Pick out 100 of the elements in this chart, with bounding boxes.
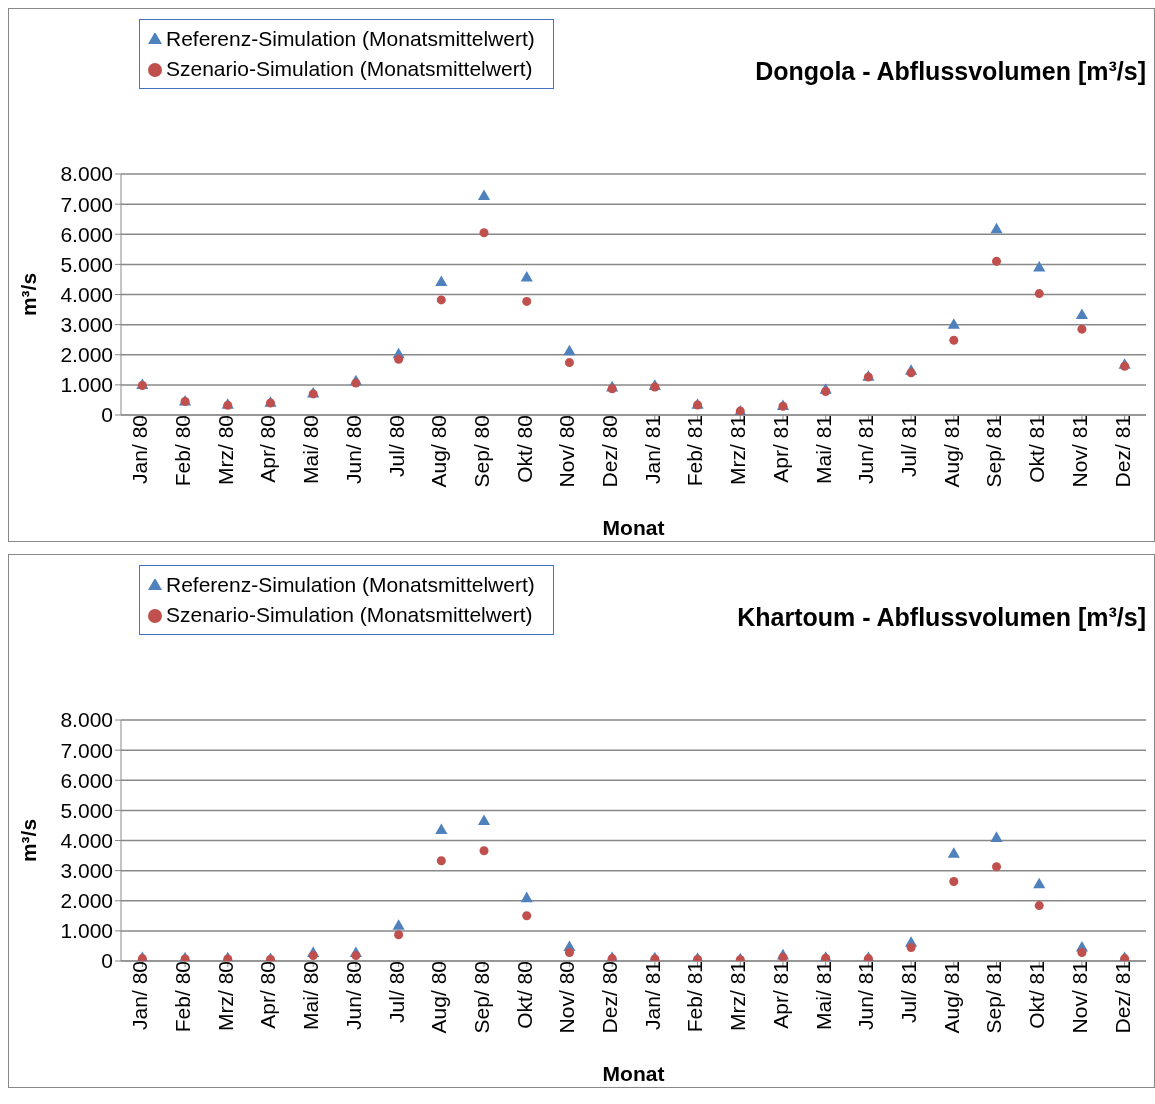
point [563,344,576,356]
x-tick-label: Okt/ 81 [1025,415,1049,483]
point [520,891,533,903]
point [477,814,491,826]
y-tick-label: 0 [101,949,113,973]
y-tick-label: 7.000 [60,738,113,762]
y-tick-label: 3.000 [60,859,113,883]
x-tick-label: Sep/ 81 [982,961,1006,1034]
point [479,846,489,856]
x-tick-label: Feb/ 81 [683,415,707,487]
y-tick-label: 4.000 [60,282,113,306]
x-tick-label: Dez/ 80 [598,415,622,488]
y-tick-label: 5.000 [60,252,113,276]
point [392,919,405,930]
x-tick-label: Sep/ 80 [469,415,493,488]
y-tick-label: 6.000 [60,768,113,792]
x-tick-label: Apr/ 80 [256,415,280,483]
x-tick-label: Dez/ 80 [598,961,622,1034]
x-tick-label: Jul/ 80 [384,961,408,1023]
point [1033,877,1046,889]
y-tick-label: 1.000 [60,919,113,943]
point [477,189,491,201]
point [949,876,959,886]
x-tick-label: Okt/ 80 [512,961,536,1029]
x-tick-label: Nov/ 80 [555,961,579,1034]
chart-title: Dongola - Abflussvolumen [m³/s] [755,57,1146,86]
x-tick-label: Okt/ 80 [512,415,536,483]
point [394,354,404,364]
x-tick-label: Jun/ 81 [854,415,878,484]
point [394,930,404,940]
x-tick-label: Nov/ 81 [1067,961,1091,1034]
point [564,358,574,368]
point [436,856,446,866]
point [990,831,1003,842]
point [436,295,446,305]
point [778,952,788,961]
point [947,318,960,329]
point [1075,308,1089,320]
x-tick-label: Apr/ 81 [768,415,792,483]
y-tick-label: 8.000 [60,162,113,186]
legend-label: Referenz-Simulation (Monatsmittelwert) [166,573,535,596]
x-tick-label: Jul/ 81 [897,961,921,1023]
x-tick-label: Aug/ 81 [939,961,963,1034]
x-tick-label: Feb/ 80 [170,415,194,487]
x-tick-label: Nov/ 81 [1067,415,1091,488]
point [1077,324,1087,334]
x-tick-label: Apr/ 80 [256,961,280,1029]
point [1033,260,1046,272]
x-tick-label: Nov/ 80 [555,415,579,488]
point [992,256,1002,266]
x-tick-label: Jan/ 81 [640,415,664,484]
x-tick-label: Aug/ 80 [427,961,451,1034]
y-tick-label: 0 [101,403,113,427]
point [1034,289,1044,299]
point [1034,901,1044,911]
x-tick-label: Jan/ 81 [640,961,664,1030]
x-tick-label: Apr/ 81 [768,961,792,1029]
point [479,228,489,238]
y-axis-title: m³/s [17,818,41,863]
x-axis-title: Monat [602,1062,665,1085]
point [906,942,916,952]
x-tick-label: Mrz/ 81 [726,415,750,486]
x-tick-label: Jan/ 80 [128,961,152,1030]
y-tick-label: 7.000 [60,192,113,216]
x-tick-label: Jun/ 81 [854,961,878,1030]
point [607,384,617,394]
x-tick-label: Jul/ 81 [897,415,921,477]
legend-label: Referenz-Simulation (Monatsmittelwert) [166,27,535,50]
point [992,862,1002,872]
y-axis-title: m³/s [17,272,41,317]
x-tick-label: Mai/ 81 [811,415,835,484]
x-tick-label: Mai/ 80 [299,961,323,1030]
x-tick-label: Mrz/ 80 [213,961,237,1032]
point [906,368,916,378]
point [520,270,533,282]
x-tick-label: Jun/ 80 [341,415,365,484]
point [435,823,448,835]
x-tick-label: Mrz/ 80 [213,415,237,486]
y-tick-label: 2.000 [60,343,113,367]
x-tick-label: Dez/ 81 [1110,415,1134,488]
point [949,335,959,345]
x-tick-label: Sep/ 80 [469,961,493,1034]
x-tick-label: Aug/ 80 [427,415,451,488]
y-tick-label: 2.000 [60,889,113,913]
legend-label: Szenario-Simulation (Monatsmittelwert) [166,603,533,626]
y-tick-label: 3.000 [60,313,113,337]
y-tick-label: 4.000 [60,828,113,852]
point [990,222,1003,234]
point [522,296,532,306]
x-tick-label: Mai/ 80 [299,415,323,484]
legend-label: Szenario-Simulation (Monatsmittelwert) [166,57,533,80]
y-tick-label: 6.000 [60,222,113,246]
point [947,847,960,858]
x-tick-label: Jun/ 80 [341,961,365,1030]
x-tick-label: Sep/ 81 [982,415,1006,488]
point [435,275,448,286]
y-tick-label: 5.000 [60,798,113,822]
x-tick-label: Mrz/ 81 [726,961,750,1032]
x-tick-label: Mai/ 81 [811,961,835,1030]
x-tick-label: Jan/ 80 [128,415,152,484]
